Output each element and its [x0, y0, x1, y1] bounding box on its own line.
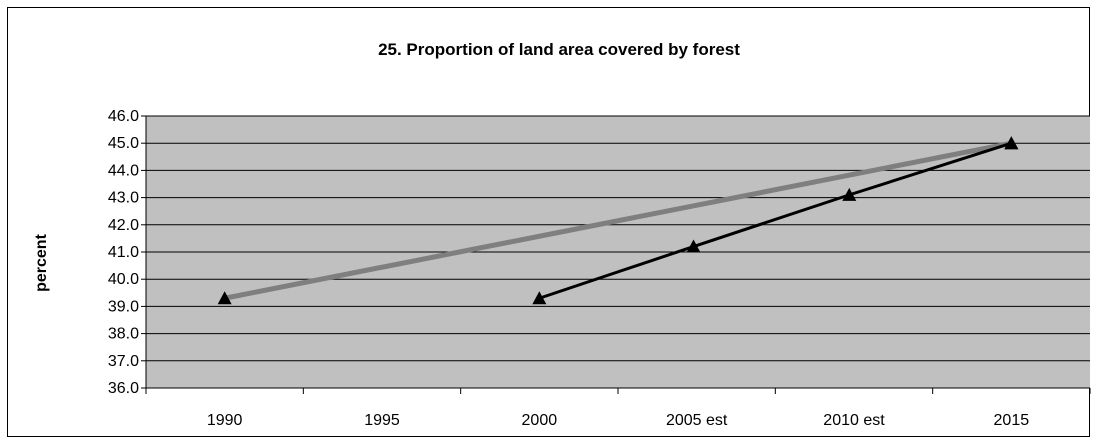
x-tick-label: 2010 est [823, 412, 885, 429]
x-tick-label: 2005 est [666, 412, 728, 429]
x-tick-label: 1995 [364, 412, 400, 429]
y-tick-label: 41.0 [108, 244, 139, 261]
y-tick-label: 40.0 [108, 271, 139, 288]
y-tick-label: 42.0 [108, 217, 139, 234]
y-tick-label: 36.0 [108, 380, 139, 397]
y-tick-label: 38.0 [108, 326, 139, 343]
y-tick-label: 46.0 [108, 108, 139, 125]
chart-title: 25. Proportion of land area covered by f… [378, 40, 740, 59]
series-line [224, 140, 1012, 301]
y-tick-label: 37.0 [108, 353, 139, 370]
series-line [538, 141, 1012, 300]
data-point [1004, 136, 1019, 150]
y-tick-label: 39.0 [108, 298, 139, 315]
x-tick-label: 2000 [522, 412, 558, 429]
data-point [532, 291, 547, 305]
y-tick-label: 45.0 [108, 135, 139, 152]
x-tick-label: 2015 [994, 412, 1030, 429]
data-point [686, 239, 701, 253]
x-tick-label: 1990 [207, 412, 243, 429]
y-tick-label: 43.0 [108, 190, 139, 207]
y-tick-label: 44.0 [108, 162, 139, 179]
data-point [842, 187, 857, 201]
y-axis-label: percent [33, 233, 50, 291]
data-point [217, 291, 232, 305]
